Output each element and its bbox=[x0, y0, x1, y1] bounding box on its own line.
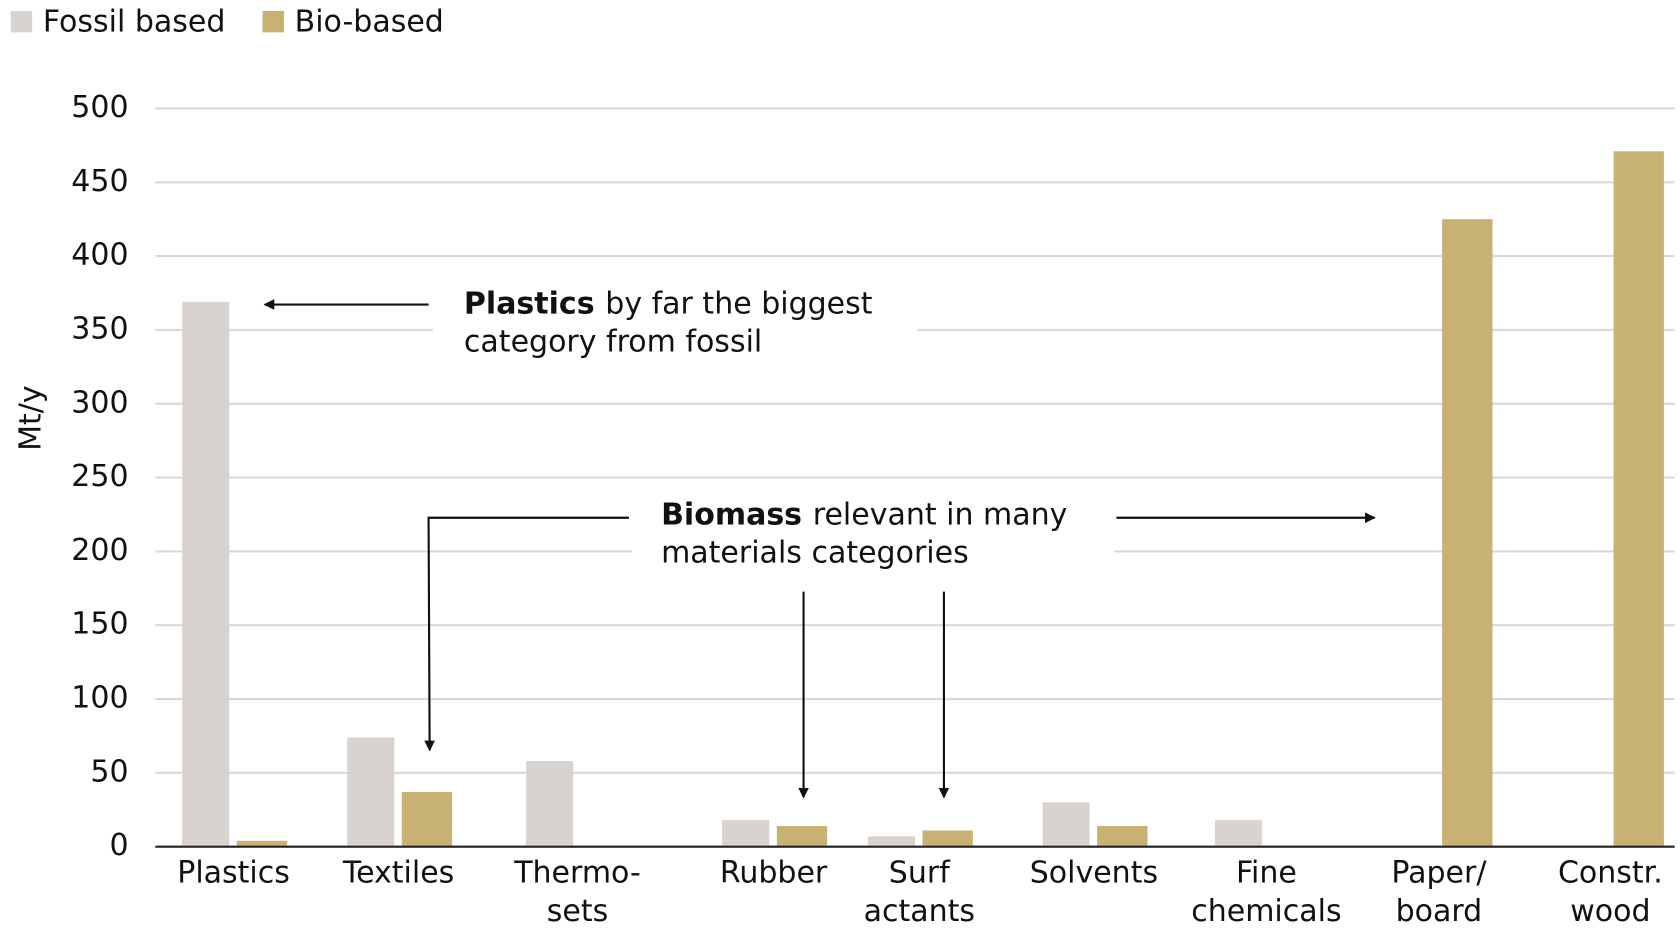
y-tick-label: 200 bbox=[71, 533, 128, 568]
y-tick-label: 500 bbox=[71, 90, 128, 125]
bar bbox=[401, 792, 453, 847]
x-tick-label: Rubber bbox=[720, 855, 828, 890]
bar bbox=[1215, 820, 1263, 847]
annotation-bg bbox=[432, 280, 918, 363]
y-tick-label: 250 bbox=[71, 459, 128, 494]
bar bbox=[347, 737, 395, 847]
x-tick-label: Paper/board bbox=[1391, 855, 1487, 929]
x-tick-label: Textiles bbox=[342, 855, 454, 890]
legend-swatch bbox=[262, 10, 284, 33]
legend-swatch bbox=[10, 10, 33, 33]
y-tick-label: 350 bbox=[71, 311, 128, 346]
annotation-text: relevant in many bbox=[813, 497, 1068, 532]
bar bbox=[867, 836, 915, 847]
annotation-bold: Plastics bbox=[464, 286, 595, 321]
y-tick-label: 150 bbox=[71, 607, 128, 642]
bar bbox=[722, 820, 770, 847]
annotation: materials categories bbox=[661, 536, 969, 571]
bar bbox=[1613, 151, 1664, 847]
annotation: Biomass relevant in many bbox=[661, 497, 1067, 532]
y-tick-label: 300 bbox=[71, 385, 128, 420]
bar bbox=[236, 840, 288, 847]
bar bbox=[776, 826, 828, 847]
annotation: Plastics by far the biggest bbox=[464, 286, 873, 321]
y-tick-label: 400 bbox=[71, 238, 128, 273]
legend-label: Fossil based bbox=[43, 4, 226, 39]
bar bbox=[1042, 802, 1090, 847]
x-tick-label: Constr. wood bbox=[1558, 855, 1663, 929]
y-axis-label: Mt/y bbox=[14, 385, 49, 451]
y-tick-label: 100 bbox=[71, 681, 128, 716]
y-tick-label: 450 bbox=[71, 164, 128, 199]
y-tick-label: 50 bbox=[90, 754, 128, 789]
arrow bbox=[424, 516, 629, 752]
annotation: category from fossil bbox=[464, 325, 762, 360]
x-tick-label: Plastics bbox=[177, 855, 290, 890]
bar bbox=[526, 761, 574, 847]
legend-label: Bio-based bbox=[295, 4, 444, 39]
bar bbox=[922, 830, 973, 847]
annotation-bold: Biomass bbox=[661, 497, 802, 532]
x-tick-label: Fine chemicals bbox=[1191, 855, 1341, 929]
bar bbox=[182, 301, 230, 847]
bar bbox=[1097, 826, 1148, 847]
x-tick-label: Thermo-sets bbox=[513, 855, 641, 929]
bar bbox=[1442, 219, 1493, 847]
annotation-text: by far the biggest bbox=[605, 286, 872, 321]
y-tick-label: 0 bbox=[109, 828, 128, 863]
annotation-bg bbox=[632, 493, 1115, 575]
x-tick-label: Surf actants bbox=[864, 855, 975, 929]
x-tick-label: Solvents bbox=[1030, 855, 1158, 890]
